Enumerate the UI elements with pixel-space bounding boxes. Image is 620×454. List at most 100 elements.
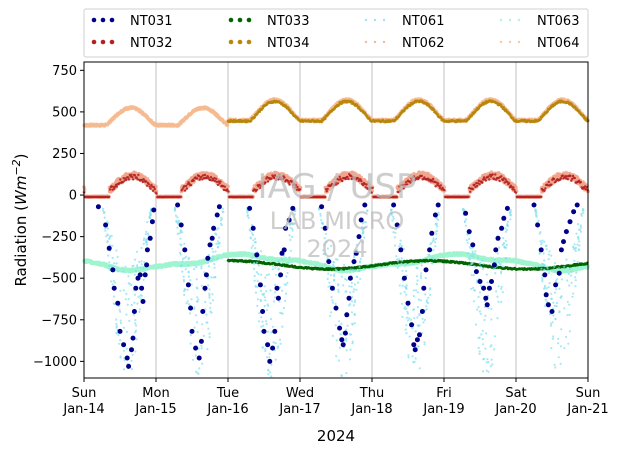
point-nt032: [196, 177, 199, 180]
point-nt032: [119, 178, 122, 181]
point-nt032: [484, 179, 487, 182]
point-nt032: [471, 187, 474, 191]
point-nt032: [198, 178, 201, 181]
legend-marker: [382, 18, 386, 22]
legend-marker: [517, 18, 521, 22]
point-nt032: [439, 184, 442, 187]
point-nt032: [223, 185, 226, 188]
legend-box: [83, 8, 589, 58]
legend-label: NT031: [130, 14, 172, 29]
legend-marker: [373, 18, 377, 22]
point-nt032: [203, 173, 207, 177]
legend-item-nt033: NT033: [228, 14, 309, 29]
point-nt032: [115, 185, 119, 188]
legend-label: NT033: [267, 14, 309, 29]
point-nt032: [547, 180, 550, 184]
legend-item-nt064: NT064: [499, 36, 579, 51]
point-nt032: [566, 177, 569, 181]
point-nt032: [107, 195, 111, 199]
point-nt032: [153, 187, 156, 191]
series-nt034: [226, 99, 590, 124]
point-nt032: [420, 174, 423, 178]
point-nt032: [539, 195, 543, 199]
point-nt062: [82, 187, 87, 192]
point-nt032: [185, 187, 188, 190]
point-nt032: [192, 179, 195, 182]
point-nt032: [147, 183, 150, 186]
point-nt034: [288, 108, 292, 112]
point-nt034: [261, 106, 264, 110]
point-nt032: [543, 189, 546, 192]
series-nt064: [82, 97, 590, 128]
point-nt032: [552, 177, 556, 181]
legend-marker: [228, 17, 234, 23]
legend-marker: [499, 40, 503, 44]
point-nt032: [189, 184, 193, 187]
point-nt032: [437, 182, 440, 185]
point-nt032: [573, 176, 576, 180]
point-nt034: [323, 117, 327, 121]
point-nt032: [183, 189, 187, 192]
legend-item-nt032: NT032: [91, 36, 172, 51]
point-nt032: [481, 181, 484, 184]
point-nt064: [226, 123, 230, 127]
legend-label: NT034: [267, 36, 309, 51]
point-nt032: [215, 177, 218, 180]
point-nt032: [130, 173, 133, 176]
legend-item-nt061: NT061: [364, 14, 444, 29]
point-nt032: [108, 188, 112, 191]
point-nt032: [550, 183, 553, 186]
legend: NT031 NT032 NT033 NT034 NT061 NT062 NT063 NT064: [83, 8, 589, 58]
point-nt032: [514, 191, 518, 194]
legend-label: NT062: [402, 36, 444, 51]
point-nt032: [179, 195, 182, 199]
point-nt032: [544, 187, 547, 190]
point-nt032: [469, 190, 472, 193]
point-nt034: [258, 110, 262, 113]
point-nt032: [512, 186, 515, 189]
legend-marker: [109, 17, 115, 23]
point-nt032: [131, 175, 134, 179]
point-nt032: [494, 173, 497, 176]
legend-label: NT061: [402, 14, 444, 29]
point-nt032: [125, 178, 128, 182]
legend-item-nt034: NT034: [228, 36, 309, 51]
legend-marker: [109, 39, 115, 45]
legend-marker: [246, 39, 252, 45]
legend-marker: [508, 18, 512, 22]
legend-marker: [237, 39, 243, 45]
point-nt062: [226, 184, 230, 189]
legend-marker: [246, 17, 252, 23]
point-nt032: [113, 187, 116, 190]
legend-label: NT064: [537, 36, 579, 51]
legend-marker: [237, 17, 243, 23]
legend-marker: [364, 40, 368, 44]
legend-marker: [517, 40, 521, 44]
point-nt034: [408, 104, 412, 108]
point-nt032: [431, 177, 435, 181]
point-nt034: [405, 106, 409, 110]
legend-marker: [91, 39, 97, 45]
point-nt034: [337, 103, 341, 107]
point-nt032: [569, 174, 572, 178]
legend-marker: [373, 40, 377, 44]
legend-marker: [508, 40, 512, 44]
point-nt032: [184, 184, 188, 188]
legend-marker: [100, 17, 106, 23]
point-nt032: [137, 173, 140, 177]
point-nt032: [579, 181, 582, 184]
legend-item-nt062: NT062: [364, 36, 444, 51]
point-nt032: [155, 192, 158, 195]
point-nt032: [491, 173, 494, 176]
point-nt032: [507, 182, 511, 185]
point-nt032: [127, 178, 131, 181]
point-nt032: [126, 176, 130, 179]
point-nt034: [432, 108, 436, 112]
point-nt032: [151, 189, 155, 192]
point-nt032: [443, 188, 446, 192]
point-nt034: [249, 119, 253, 123]
legend-label: NT063: [537, 14, 579, 29]
point-nt032: [559, 177, 563, 180]
point-nt034: [573, 105, 577, 109]
